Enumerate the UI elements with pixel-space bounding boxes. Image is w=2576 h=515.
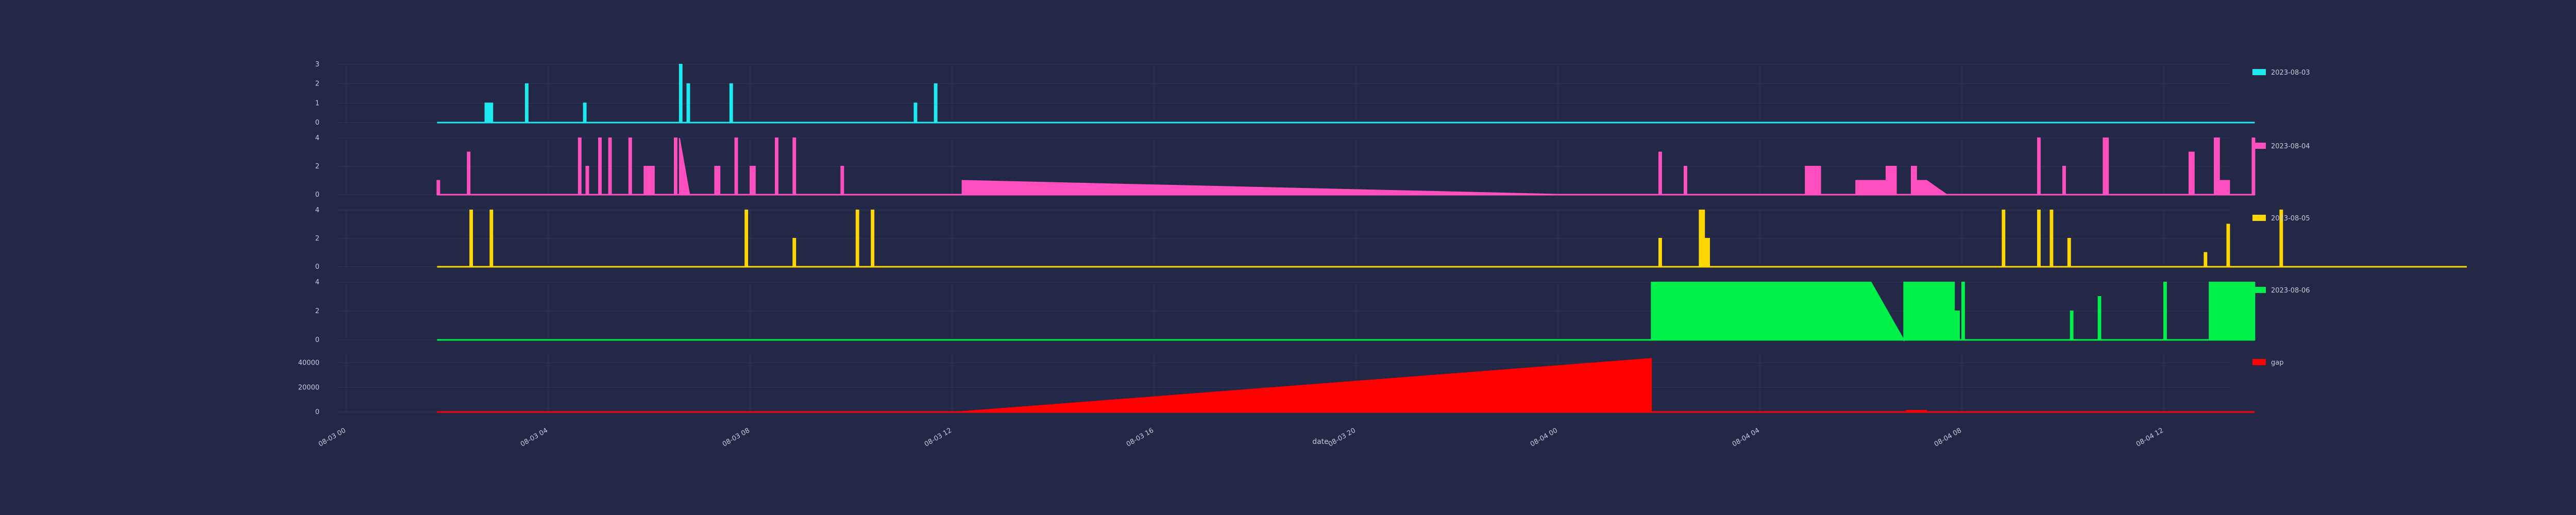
y-tick-label: 4 <box>315 279 319 286</box>
series-area-2023-08-03 <box>437 64 2255 123</box>
legend-label: 2023-08-05 <box>2271 215 2310 222</box>
legend-swatch <box>2252 215 2266 221</box>
y-tick-label: 20000 <box>298 384 319 391</box>
x-tick-label: 08-03 00 <box>317 426 347 448</box>
x-tick-label: 08-04 08 <box>1933 426 1963 448</box>
y-tick-label: 0 <box>315 191 319 199</box>
subplots <box>436 64 2467 413</box>
y-tick-label: 0 <box>315 336 319 344</box>
x-tick-label: 08-04 12 <box>2135 426 2165 448</box>
x-tick-label: 08-04 00 <box>1529 426 1559 448</box>
legend-swatch <box>2252 359 2266 365</box>
legend-label: 2023-08-03 <box>2271 69 2310 77</box>
y-tick-label: 2 <box>315 163 319 170</box>
y-tick-label: 1 <box>315 99 319 107</box>
legend-swatch <box>2252 287 2266 293</box>
y-tick-label: 2 <box>315 307 319 315</box>
y-tick-label: 2 <box>315 80 319 88</box>
x-tick-label: 08-03 12 <box>923 426 953 448</box>
series-area-2023-08-05 <box>437 210 2467 267</box>
y-tick-label: 2 <box>315 235 319 243</box>
y-tick-label: 4 <box>315 134 319 142</box>
x-axis-title: date <box>1312 438 1329 446</box>
y-tick-label: 0 <box>315 119 319 127</box>
y-tick-label: 4 <box>315 207 319 214</box>
legend-label: 2023-08-04 <box>2271 143 2310 150</box>
y-tick-label: 3 <box>315 61 319 68</box>
x-tick-label: 08-03 08 <box>721 426 751 448</box>
axes: 08-03 00 08-03 04 08-03 08 08-03 12 08-03 16… <box>298 61 2165 449</box>
x-tick-label: 08-03 04 <box>519 426 549 448</box>
series-area-gap <box>437 358 2255 413</box>
y-tick-label: 0 <box>315 263 319 271</box>
x-tick-label: 08-03 16 <box>1125 426 1155 448</box>
legend-label: gap <box>2271 359 2283 367</box>
y-tick-label: 40000 <box>298 359 319 367</box>
legends: 2023-08-03 2023-08-04 2023-08-05 2023-08-06… <box>2252 69 2310 367</box>
y-tick-label: 0 <box>315 408 319 416</box>
legend-swatch <box>2252 69 2266 75</box>
x-tick-label: 08-03 20 <box>1327 426 1357 448</box>
legend-swatch <box>2252 143 2266 149</box>
grid <box>337 64 2231 413</box>
x-tick-label: 08-04 04 <box>1731 426 1761 448</box>
legend-label: 2023-08-06 <box>2271 287 2310 295</box>
